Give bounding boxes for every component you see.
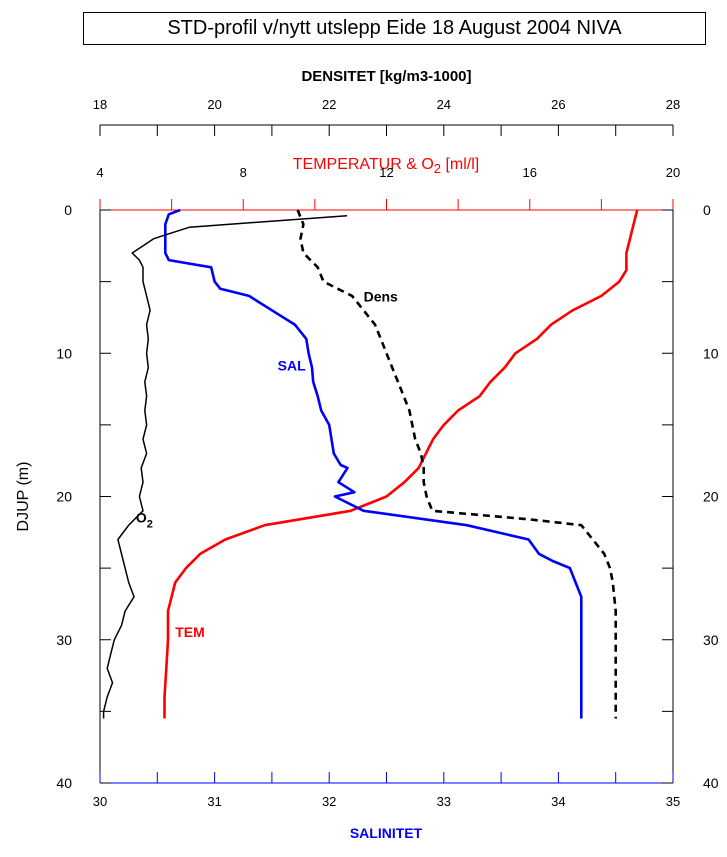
salinity-tick-label: 32 <box>322 794 336 809</box>
series-annotation: TEM <box>175 624 205 640</box>
density-tick-label: 28 <box>666 97 680 112</box>
depth-tick-label-left: 40 <box>56 775 72 791</box>
series-line-sal <box>164 208 583 719</box>
depth-tick-label-right: 20 <box>703 489 719 505</box>
temperature-tick-label: 4 <box>96 165 103 180</box>
temperature-tick-label: 12 <box>379 165 393 180</box>
temperature-axis-label: TEMPERATUR & O2 [ml/l] <box>293 156 480 176</box>
density-tick-label: 26 <box>551 97 565 112</box>
density-tick-label: 18 <box>93 97 107 112</box>
density-tick-label: 22 <box>322 97 336 112</box>
depth-tick-label-right: 0 <box>703 202 711 218</box>
salinity-tick-label: 34 <box>551 794 565 809</box>
series-line-o <box>102 214 348 719</box>
depth-tick-label-left: 10 <box>56 345 72 361</box>
series-line-dens <box>296 209 618 719</box>
depth-tick-label-right: 10 <box>703 345 719 361</box>
temperature-tick-label: 16 <box>523 165 537 180</box>
density-axis-label: DENSITET [kg/m3-1000] <box>301 68 471 85</box>
series-annotation: Dens <box>364 289 398 305</box>
depth-tick-label-left: 30 <box>56 632 72 648</box>
temperature-tick-label: 8 <box>240 165 247 180</box>
salinity-axis-label: SALINITET <box>350 825 423 841</box>
temperature-tick-label: 20 <box>666 165 680 180</box>
salinity-tick-label: 30 <box>93 794 107 809</box>
depth-tick-label-left: 0 <box>64 202 72 218</box>
salinity-tick-label: 31 <box>207 794 221 809</box>
salinity-tick-label: 35 <box>666 794 680 809</box>
salinity-tick-label: 33 <box>437 794 451 809</box>
depth-tick-label-right: 30 <box>703 632 719 648</box>
depth-axis-label: DJUP (m) <box>15 462 32 532</box>
depth-tick-label-left: 20 <box>56 489 72 505</box>
series-annotation: SAL <box>278 357 306 373</box>
chart-title: STD-profil v/nytt utslepp Eide 18 August… <box>83 12 706 45</box>
density-tick-label: 20 <box>207 97 221 112</box>
series-annotation: O2 <box>136 509 153 530</box>
series-line-tem <box>163 209 639 719</box>
density-tick-label: 24 <box>437 97 451 112</box>
depth-tick-label-right: 40 <box>703 775 719 791</box>
